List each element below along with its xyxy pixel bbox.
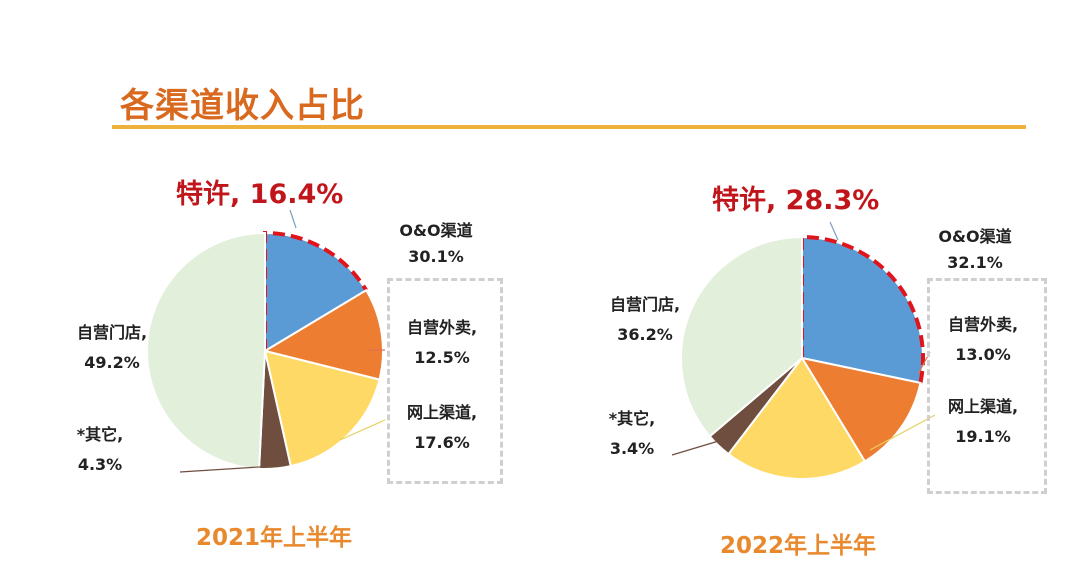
pie-2021 — [146, 209, 386, 473]
leader-line — [289, 209, 297, 229]
leader-line — [869, 414, 936, 451]
label-pct: 49.2% — [84, 353, 140, 372]
store-label-2021: 自营门店, 49.2% — [62, 318, 162, 378]
label-pct: 17.6% — [414, 433, 470, 452]
oo-pct: 30.1% — [408, 247, 464, 266]
oo-pct: 32.1% — [947, 253, 1003, 272]
franchise-highlight-outline — [263, 230, 368, 351]
online-label-2022: 网上渠道, 19.1% — [928, 392, 1038, 452]
label-name: 网上渠道, — [406, 403, 478, 422]
oo-dashed-box-2022 — [927, 278, 1047, 494]
other-label-2022: *其它, 3.4% — [592, 404, 672, 464]
pie-slice-store — [680, 235, 803, 438]
page-title: 各渠道收入占比 — [120, 86, 365, 126]
label-pct: 12.5% — [414, 348, 470, 367]
oo-label-2022: O&O渠道 32.1% — [920, 224, 1030, 276]
pie-slice-online — [727, 356, 867, 480]
franchise-label-2021: 特许, 16.4% — [176, 179, 344, 210]
label-name: 自营外卖, — [406, 318, 478, 337]
label-name: *其它, — [608, 409, 656, 428]
label-pct: 4.3% — [77, 455, 123, 474]
label-pct: 19.1% — [955, 427, 1011, 446]
leader-line — [179, 465, 276, 473]
online-label-2021: 网上渠道, 17.6% — [392, 398, 492, 458]
pie-2022 — [671, 221, 936, 480]
oo-label-2021: O&O渠道 30.1% — [386, 218, 486, 270]
label-name: 自营外卖, — [947, 315, 1019, 334]
label-name: 自营门店, — [76, 323, 148, 342]
delivery-label-2022: 自营外卖, 13.0% — [928, 310, 1038, 370]
label-name: 网上渠道, — [947, 397, 1019, 416]
year-label-2022: 2022年上半年 — [720, 533, 877, 559]
other-label-2021: *其它, 4.3% — [60, 420, 140, 480]
leader-line — [829, 221, 839, 241]
franchise-label-2022: 特许, 28.3% — [712, 185, 880, 216]
oo-name: O&O渠道 — [938, 227, 1012, 246]
label-name: *其它, — [76, 425, 124, 444]
store-label-2022: 自营门店, 36.2% — [595, 290, 695, 350]
pie-slice-online — [263, 349, 381, 468]
oo-dashed-box-2021 — [387, 278, 503, 484]
leader-line — [671, 439, 723, 456]
franchise-highlight-outline — [800, 234, 925, 384]
delivery-label-2021: 自营外卖, 12.5% — [392, 313, 492, 373]
label-pct: 3.4% — [609, 439, 655, 458]
pie-slice-store — [146, 231, 266, 470]
pie-slice-delivery — [799, 356, 922, 463]
label-pct: 36.2% — [617, 325, 673, 344]
year-label-2021: 2021年上半年 — [196, 525, 353, 551]
leader-line — [339, 419, 386, 441]
oo-name: O&O渠道 — [399, 221, 473, 240]
title-underline — [112, 125, 1026, 129]
pie-slice-delivery — [262, 288, 384, 381]
label-pct: 13.0% — [955, 345, 1011, 364]
label-name: 自营门店, — [609, 295, 681, 314]
